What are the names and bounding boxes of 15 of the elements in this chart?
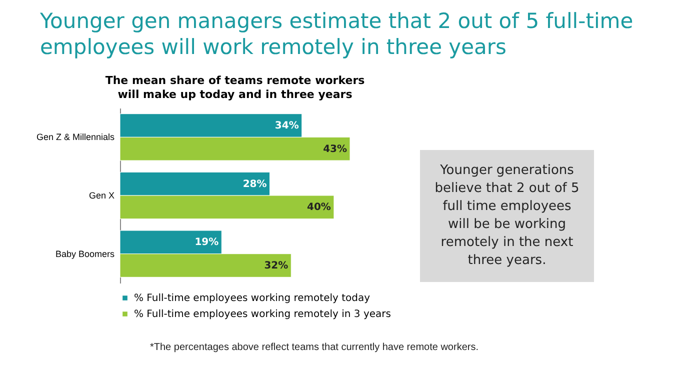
chart-title: Younger gen managers estimate that 2 out of 5 full-time employees will work remotely in three years — [40, 8, 634, 60]
text: Younger generations believe that 2 out of 5 full time employees will be be working remotely in the next three years. — [420, 150, 594, 282]
chart-subtitle: The mean share of teams remote workers will make up today and in three years — [105, 74, 366, 101]
y-tick-label: Gen X — [88, 190, 114, 200]
data-label: 43% — [323, 144, 347, 155]
text: *The percentages above reflect teams that currently have remote workers. — [150, 342, 478, 353]
legend-label: % Full-time employees working remotely today — [134, 293, 370, 304]
data-label: 40% — [307, 202, 331, 214]
legend-label: % Full-time employees working remotely in 3 years — [134, 309, 391, 320]
y-tick-label: Baby Boomers — [55, 248, 115, 259]
data-label: 28% — [242, 178, 267, 190]
data-label: 19% — [194, 237, 219, 248]
data-label: 34% — [274, 120, 299, 132]
y-tick-label: Gen Z & Millennials — [36, 132, 115, 142]
data-label: 32% — [264, 260, 288, 272]
